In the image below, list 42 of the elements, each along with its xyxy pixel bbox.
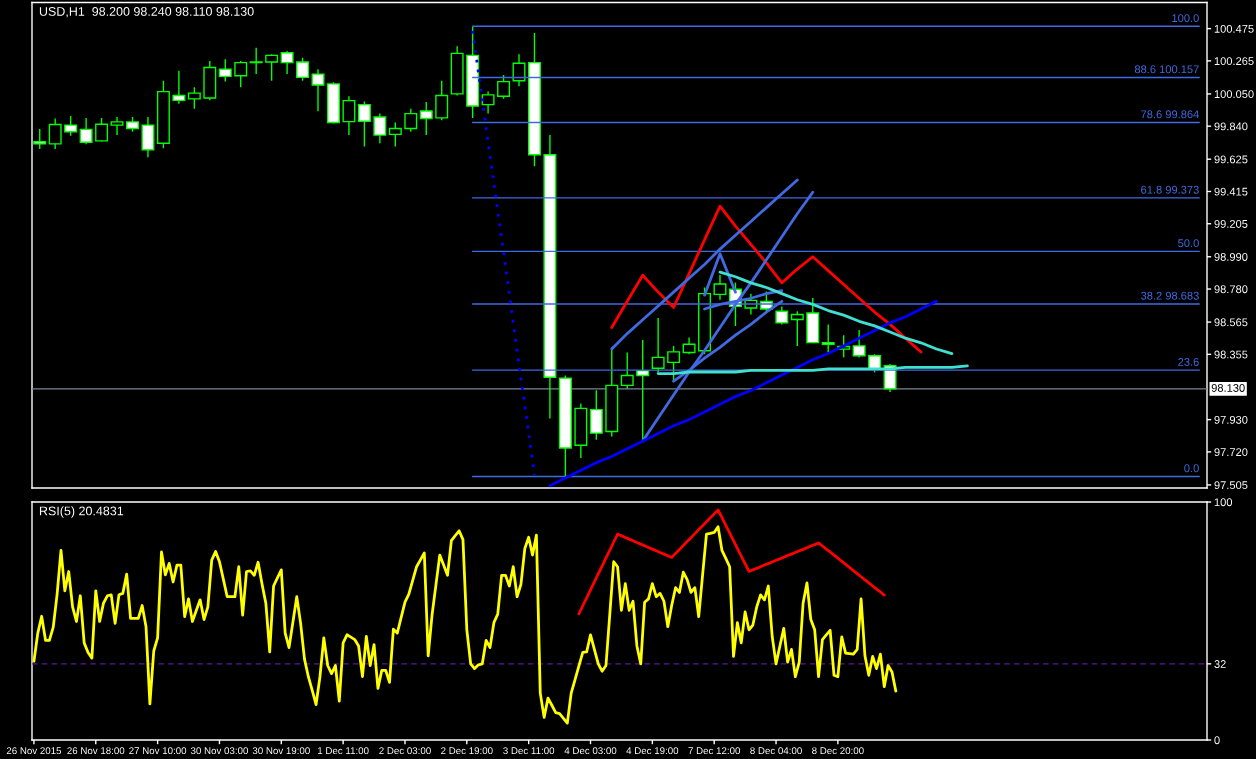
x-tick-label: 3 Dec 11:00 <box>503 747 555 755</box>
y-tick-label: 32 <box>1214 660 1226 668</box>
y-tick-label: 97.720 <box>1214 448 1248 457</box>
x-tick-label: 7 Dec 12:00 <box>688 747 741 755</box>
x-tick-label: 2 Dec 03:00 <box>379 747 431 755</box>
y-tick-label: 98.990 <box>1214 253 1248 261</box>
y-tick-label: 97.930 <box>1214 415 1248 424</box>
x-tick-label: 26 Nov 18:00 <box>67 747 125 755</box>
y-tick-label: 100.265 <box>1214 57 1254 66</box>
x-tick-label: 8 Dec 04:00 <box>750 747 802 755</box>
series-label: 23.6 <box>1178 358 1199 366</box>
y-tick-label: 0 <box>1214 736 1220 745</box>
y-tick-label: 100.050 <box>1214 90 1254 99</box>
x-tick-label: 8 Dec 20:00 <box>812 747 864 755</box>
y-tick-label: 98.355 <box>1214 350 1248 359</box>
x-tick-label: 4 Dec 19:00 <box>626 747 679 755</box>
chart-title: RSI(5) 20.4831 <box>39 506 124 518</box>
series-label: 50.0 <box>1178 239 1199 248</box>
y-tick-label: 99.625 <box>1214 155 1248 164</box>
y-tick-label: 99.840 <box>1214 122 1248 131</box>
y-tick-label: 98.780 <box>1214 285 1248 294</box>
y-tick-label: 100 <box>1214 498 1233 507</box>
series-label: 88.6 100.157 <box>1134 65 1199 74</box>
y-tick-label: 99.205 <box>1214 220 1248 228</box>
chart-title: USD,H1 98.200 98.240 98.110 98.130 <box>39 7 254 18</box>
x-tick-label: 30 Nov 19:00 <box>252 747 310 755</box>
series-label: 78.6 99.864 <box>1141 110 1199 119</box>
series-label: 0.0 <box>1184 464 1199 473</box>
y-tick-label: 98.565 <box>1214 318 1248 327</box>
x-tick-label: 26 Nov 2015 <box>6 747 62 755</box>
x-tick-label: 30 Nov 03:00 <box>190 747 248 755</box>
series-label: 100.0 <box>1172 14 1199 23</box>
series-label: 38.2 98.683 <box>1141 291 1199 300</box>
ref-line-label: 98.130 <box>1211 384 1245 392</box>
x-tick-label: 4 Dec 03:00 <box>564 747 617 755</box>
y-tick-label: 100.475 <box>1214 24 1254 33</box>
series-label: 61.8 99.373 <box>1141 185 1199 194</box>
y-tick-label: 99.415 <box>1214 187 1248 196</box>
x-tick-label: 1 Dec 11:00 <box>318 747 369 755</box>
x-tick-label: 2 Dec 19:00 <box>441 747 493 755</box>
y-tick-label: 97.505 <box>1214 481 1248 490</box>
x-tick-label: 27 Nov 10:00 <box>129 747 187 755</box>
